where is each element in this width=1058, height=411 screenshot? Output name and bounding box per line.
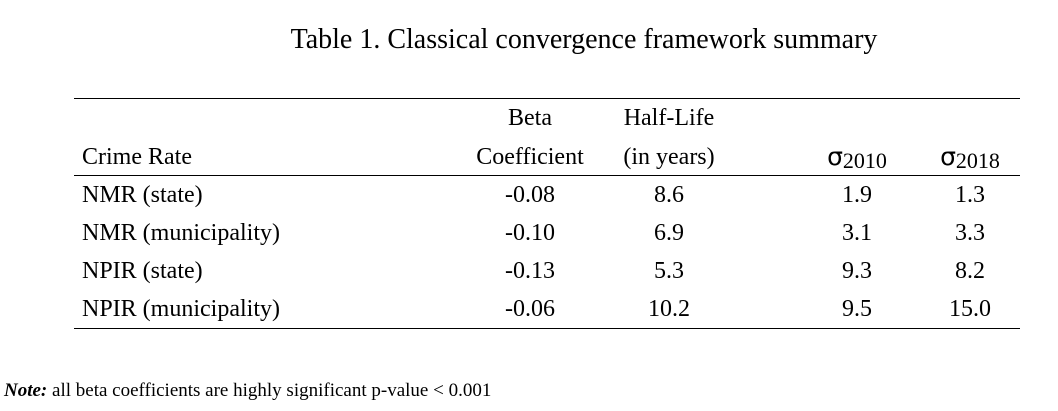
table-cell: 1.9 (842, 182, 872, 208)
subscript: 2010 (842, 148, 887, 173)
table-cell: -0.10 (505, 220, 555, 246)
row-label: NPIR (state) (82, 258, 203, 284)
note-text: all beta coefficients are highly signifi… (52, 380, 492, 401)
subscript: 2018 (955, 148, 1000, 173)
table-cell: 6.9 (654, 220, 684, 246)
table-cell: 9.5 (842, 296, 872, 322)
bottom-rule (74, 328, 1020, 329)
table-cell: -0.13 (505, 258, 555, 284)
top-rule (74, 98, 1020, 99)
column-header: σ2010 (827, 142, 887, 173)
note-label: Note: (4, 380, 48, 401)
table-cell: 3.1 (842, 220, 872, 246)
column-header: Beta (508, 105, 552, 131)
table-cell: 9.3 (842, 258, 872, 284)
table-cell: 8.2 (955, 258, 985, 284)
table-cell: 8.6 (654, 182, 684, 208)
table-cell: 1.3 (955, 182, 985, 208)
table-cell: -0.08 (505, 182, 555, 208)
column-header: (in years) (623, 144, 715, 170)
column-header: σ2018 (940, 142, 1000, 173)
row-label: NPIR (municipality) (82, 296, 280, 322)
table-cell: 15.0 (949, 296, 991, 322)
note: Note: all beta coefficients are highly s… (4, 381, 491, 400)
column-header: Crime Rate (82, 144, 192, 170)
header-rule (74, 175, 1020, 176)
table-title: Table 1. Classical convergence framework… (290, 24, 878, 55)
table-cell: 5.3 (654, 258, 684, 284)
table-cell: -0.06 (505, 296, 555, 322)
sigma-symbol: σ (827, 142, 843, 171)
table-cell: 10.2 (648, 296, 690, 322)
table-cell: 3.3 (955, 220, 985, 246)
sigma-symbol: σ (940, 142, 956, 171)
row-label: NMR (municipality) (82, 220, 280, 246)
column-header: Coefficient (476, 144, 584, 170)
column-header: Half-Life (623, 105, 715, 131)
row-label: NMR (state) (82, 182, 203, 208)
